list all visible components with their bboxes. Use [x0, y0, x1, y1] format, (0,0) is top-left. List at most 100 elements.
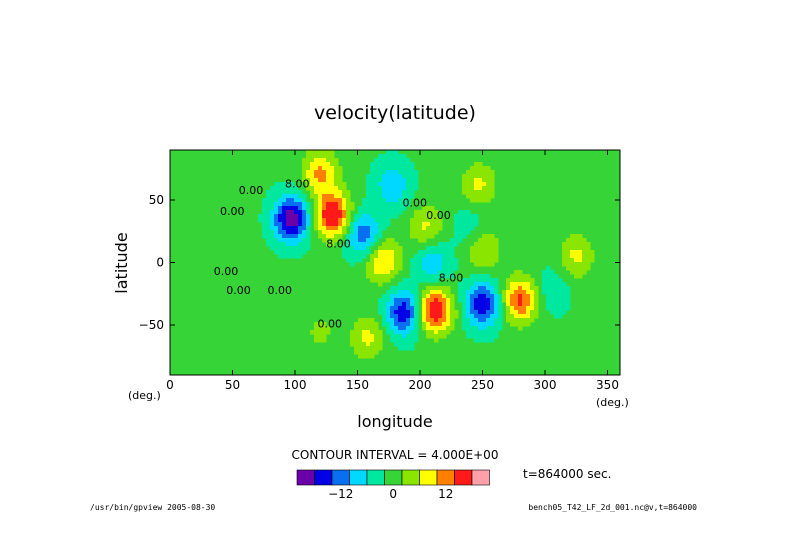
field-cell	[582, 258, 587, 263]
field-cell	[558, 282, 563, 287]
field-cell	[362, 222, 367, 227]
field-cell	[426, 262, 431, 267]
field-cell	[354, 322, 359, 327]
field-cell	[526, 294, 531, 299]
field-cell	[322, 158, 327, 163]
field-cell	[290, 238, 295, 243]
field-cell	[394, 262, 399, 267]
field-cell	[338, 226, 343, 231]
field-cell	[290, 182, 295, 187]
field-cell	[318, 214, 323, 219]
field-cell	[422, 234, 427, 239]
field-cell	[290, 186, 295, 191]
field-cell	[390, 186, 395, 191]
field-cell	[354, 338, 359, 343]
field-cell	[406, 290, 411, 295]
field-cell	[390, 238, 395, 243]
field-cell	[338, 182, 343, 187]
field-cell	[394, 322, 399, 327]
field-cell	[270, 198, 275, 203]
field-cell	[546, 306, 551, 311]
field-cell	[414, 178, 419, 183]
field-cell	[386, 150, 391, 155]
field-cell	[274, 190, 279, 195]
field-cell	[582, 242, 587, 247]
field-cell	[426, 250, 431, 255]
field-cell	[286, 242, 291, 247]
contour-label: 8.00	[285, 178, 310, 191]
field-cell	[350, 250, 355, 255]
field-cell	[446, 270, 451, 275]
field-cell	[422, 298, 427, 303]
field-cell	[322, 226, 327, 231]
field-cell	[510, 306, 515, 311]
field-cell	[462, 226, 467, 231]
field-cell	[378, 226, 383, 231]
field-cell	[510, 286, 515, 291]
field-cell	[338, 178, 343, 183]
field-cell	[354, 238, 359, 243]
field-cell	[394, 310, 399, 315]
field-cell	[326, 202, 331, 207]
field-cell	[274, 246, 279, 251]
field-cell	[406, 286, 411, 291]
field-cell	[326, 174, 331, 179]
field-cell	[270, 230, 275, 235]
field-cell	[522, 282, 527, 287]
field-cell	[290, 210, 295, 215]
field-cell	[298, 250, 303, 255]
field-cell	[274, 206, 279, 211]
field-cell	[354, 330, 359, 335]
field-cell	[422, 214, 427, 219]
field-cell	[426, 326, 431, 331]
field-cell	[354, 222, 359, 227]
field-cell	[326, 242, 331, 247]
field-cell	[522, 314, 527, 319]
field-cell	[462, 218, 467, 223]
field-cell	[270, 222, 275, 227]
field-cell	[478, 286, 483, 291]
field-cell	[530, 282, 535, 287]
x-tick-label: 350	[596, 378, 619, 392]
field-cell	[410, 346, 415, 351]
field-cell	[442, 326, 447, 331]
field-cell	[306, 166, 311, 171]
field-cell	[402, 290, 407, 295]
field-cell	[370, 270, 375, 275]
field-cell	[478, 318, 483, 323]
field-cell	[450, 298, 455, 303]
field-cell	[382, 162, 387, 167]
field-cell	[378, 154, 383, 159]
field-cell	[430, 214, 435, 219]
field-cell	[466, 310, 471, 315]
field-cell	[406, 334, 411, 339]
field-cell	[474, 242, 479, 247]
field-cell	[282, 218, 287, 223]
contour-interval-text: CONTOUR INTERVAL = 4.000E+00	[292, 448, 499, 462]
field-cell	[318, 330, 323, 335]
field-cell	[470, 334, 475, 339]
field-cell	[330, 238, 335, 243]
field-cell	[318, 178, 323, 183]
contour-label: 0.00	[226, 284, 251, 297]
field-cell	[366, 330, 371, 335]
field-cell	[414, 314, 419, 319]
field-cell	[458, 214, 463, 219]
field-cell	[466, 178, 471, 183]
field-cell	[330, 214, 335, 219]
field-cell	[306, 186, 311, 191]
field-cell	[474, 322, 479, 327]
field-cell	[322, 238, 327, 243]
field-cell	[490, 254, 495, 259]
field-cell	[378, 266, 383, 271]
field-cell	[482, 306, 487, 311]
field-cell	[398, 334, 403, 339]
field-cell	[546, 270, 551, 275]
field-cell	[398, 306, 403, 311]
field-cell	[310, 162, 315, 167]
field-cell	[406, 302, 411, 307]
field-cell	[378, 270, 383, 275]
field-cell	[426, 318, 431, 323]
field-cell	[374, 262, 379, 267]
field-cell	[446, 302, 451, 307]
